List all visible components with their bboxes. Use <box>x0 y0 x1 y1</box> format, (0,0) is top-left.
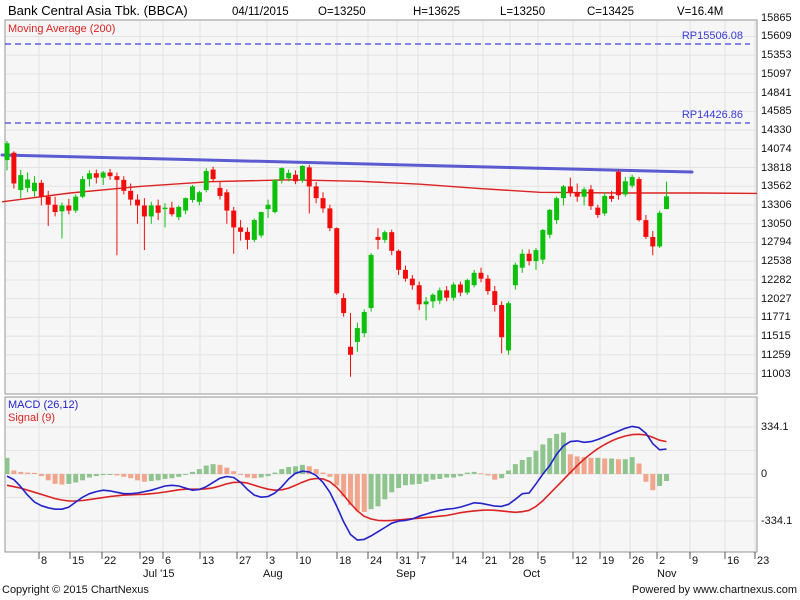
x-axis-tick-label: 22 <box>104 555 117 567</box>
powered-by-link[interactable]: Powered by www.chartnexus.com <box>631 584 797 596</box>
price-axis-label: 11771 <box>761 311 791 323</box>
x-axis-tick-label: 10 <box>299 555 312 567</box>
price-axis-label: 15097 <box>761 68 792 80</box>
x-axis-tick-label: 12 <box>575 555 588 567</box>
x-axis-tick-label: 28 <box>512 555 525 567</box>
x-axis-tick-label: 6 <box>165 555 172 567</box>
x-axis-tick-label: 16 <box>727 555 740 567</box>
x-axis-tick-label: 26 <box>632 555 645 567</box>
macd-axis-label-zero: 0 <box>761 468 768 480</box>
price-axis-label: 14074 <box>761 143 792 155</box>
x-axis-tick-label: 3 <box>269 555 276 567</box>
x-axis-tick-label: 21 <box>485 555 498 567</box>
stock-title: Bank Central Asia Tbk. (BBCA) <box>8 3 188 18</box>
x-axis-tick-label: 18 <box>339 555 352 567</box>
macd-axis-label-max: 334.1 <box>761 421 789 433</box>
x-axis-tick-label: 27 <box>239 555 252 567</box>
resistance-label-2: RP14426.86 <box>681 109 743 121</box>
candlesticks <box>4 141 670 377</box>
month-label: Jul '15 <box>143 568 175 580</box>
price-axis-label: 12538 <box>761 255 792 267</box>
x-axis-tick-label: 24 <box>370 555 383 567</box>
price-axis-label: 13562 <box>761 180 792 192</box>
x-axis-tick-label: 31 <box>399 555 412 567</box>
x-axis-tick-label: 15 <box>72 555 85 567</box>
price-axis-label: 12027 <box>761 293 792 305</box>
x-axis-tick-label: 13 <box>202 555 215 567</box>
x-axis-tick-label: 19 <box>602 555 615 567</box>
price-axis-label: 11259 <box>761 349 791 361</box>
x-axis-tick-label: 2 <box>659 555 666 567</box>
month-label: Sep <box>396 568 416 580</box>
signal-indicator-label: Signal (9) <box>8 412 56 424</box>
price-axis-label: 15865 <box>761 12 792 24</box>
month-label: Aug <box>263 568 283 580</box>
price-axis-label: 15609 <box>761 30 792 42</box>
resistance-lines <box>5 43 750 124</box>
price-axis-label: 11003 <box>761 368 791 380</box>
price-axis-label: 13050 <box>761 218 792 230</box>
x-axis-tick-label: 23 <box>757 555 770 567</box>
x-axis-tick-label: 29 <box>142 555 155 567</box>
resistance-label-1: RP15506.08 <box>681 30 743 42</box>
macd-axis-label-min: -334.1 <box>761 515 793 527</box>
price-axis-label: 14841 <box>761 87 792 99</box>
price-axis-label: 13818 <box>761 162 792 174</box>
quote-open: O=13250 <box>318 6 366 18</box>
macd-line <box>6 425 667 541</box>
quote-high: H=13625 <box>413 6 460 18</box>
ma200-line <box>1 179 758 203</box>
price-axis-label: 13306 <box>761 199 792 211</box>
x-axis-tick-label: 9 <box>692 555 699 567</box>
x-axis-tick-label: 8 <box>41 555 48 567</box>
price-axis-label: 12794 <box>761 236 792 248</box>
x-axis-tick-label: 14 <box>455 555 468 567</box>
down-trendline <box>0 153 694 174</box>
quote-volume: V=16.4M <box>677 6 724 18</box>
price-chart-area[interactable] <box>4 19 758 395</box>
price-axis-label: 14585 <box>761 105 792 117</box>
moving-average-label: Moving Average (200) <box>8 23 116 35</box>
quote-date: 04/11/2015 <box>232 6 289 18</box>
copyright-text: Copyright © 2015 ChartNexus <box>2 584 149 596</box>
price-axis-label: 12282 <box>761 274 792 286</box>
macd-indicator-label: MACD (26,12) <box>8 399 79 411</box>
signal-line <box>6 433 667 522</box>
month-label: Nov <box>657 568 677 580</box>
quote-low: L=13250 <box>500 6 546 18</box>
price-axis-label: 14330 <box>761 124 792 136</box>
x-axis-tick-label: 7 <box>420 555 427 567</box>
month-label: Oct <box>523 568 541 580</box>
price-axis-label: 11515 <box>761 330 791 342</box>
x-axis-tick-label: 5 <box>540 555 547 567</box>
price-axis-label: 15353 <box>761 49 792 61</box>
quote-close: C=13425 <box>587 6 634 18</box>
